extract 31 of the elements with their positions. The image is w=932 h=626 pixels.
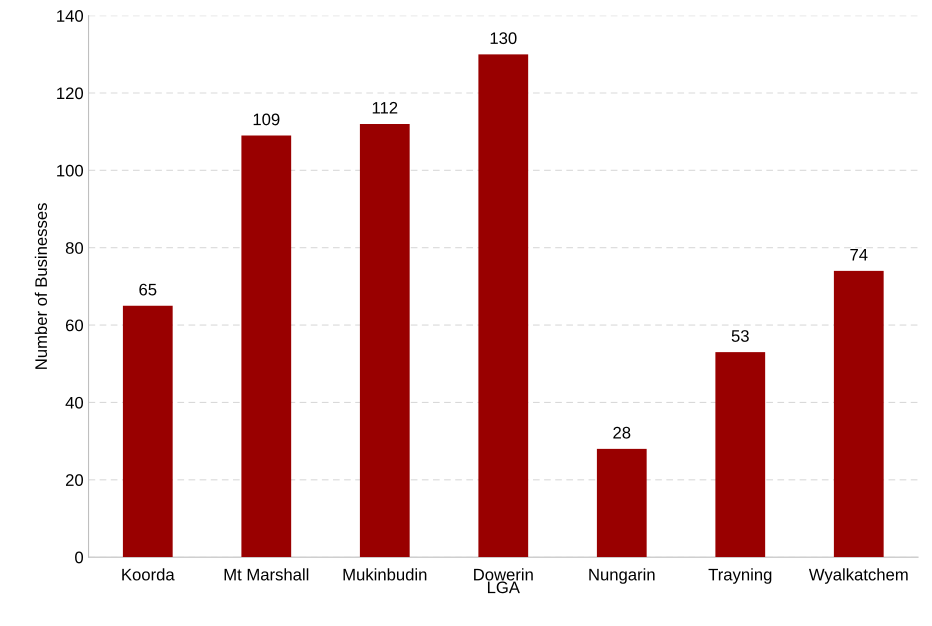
y-tick-label: 120 <box>57 87 84 100</box>
y-tick-label: 100 <box>57 164 84 177</box>
x-tick-label: Dowerin <box>474 568 533 580</box>
bar <box>596 448 647 558</box>
data-label: 112 <box>372 102 398 114</box>
x-tick-label: Mukinbudin <box>344 568 426 580</box>
y-tick-label: 0 <box>75 552 84 564</box>
data-label: 53 <box>732 330 749 342</box>
data-label: 130 <box>490 32 517 44</box>
x-tick-label: Nungarin <box>589 568 655 584</box>
y-tick-label: 40 <box>66 396 84 409</box>
data-label: 65 <box>139 284 156 296</box>
y-tick-label: 80 <box>66 242 84 254</box>
y-tick-label: 60 <box>66 319 84 332</box>
y-tick-label: 20 <box>66 474 84 486</box>
data-label: 74 <box>850 249 868 261</box>
x-tick-label: Trayning <box>708 568 772 584</box>
x-tick-label: Koorda <box>122 568 175 580</box>
y-tick-label: 140 <box>57 10 84 22</box>
x-tick-label: Mt Marshall <box>224 568 308 580</box>
x-axis-title: LGA <box>488 581 520 594</box>
bar <box>122 306 173 558</box>
data-label: 109 <box>254 114 280 126</box>
bar <box>834 270 884 558</box>
bar <box>478 54 528 558</box>
bar <box>241 136 292 558</box>
data-label: 28 <box>613 426 630 439</box>
bar <box>360 124 410 558</box>
x-tick-label: Wyalkatchem <box>808 568 908 584</box>
bar <box>715 352 766 558</box>
y-axis-title: Number of Businesses <box>34 203 48 369</box>
